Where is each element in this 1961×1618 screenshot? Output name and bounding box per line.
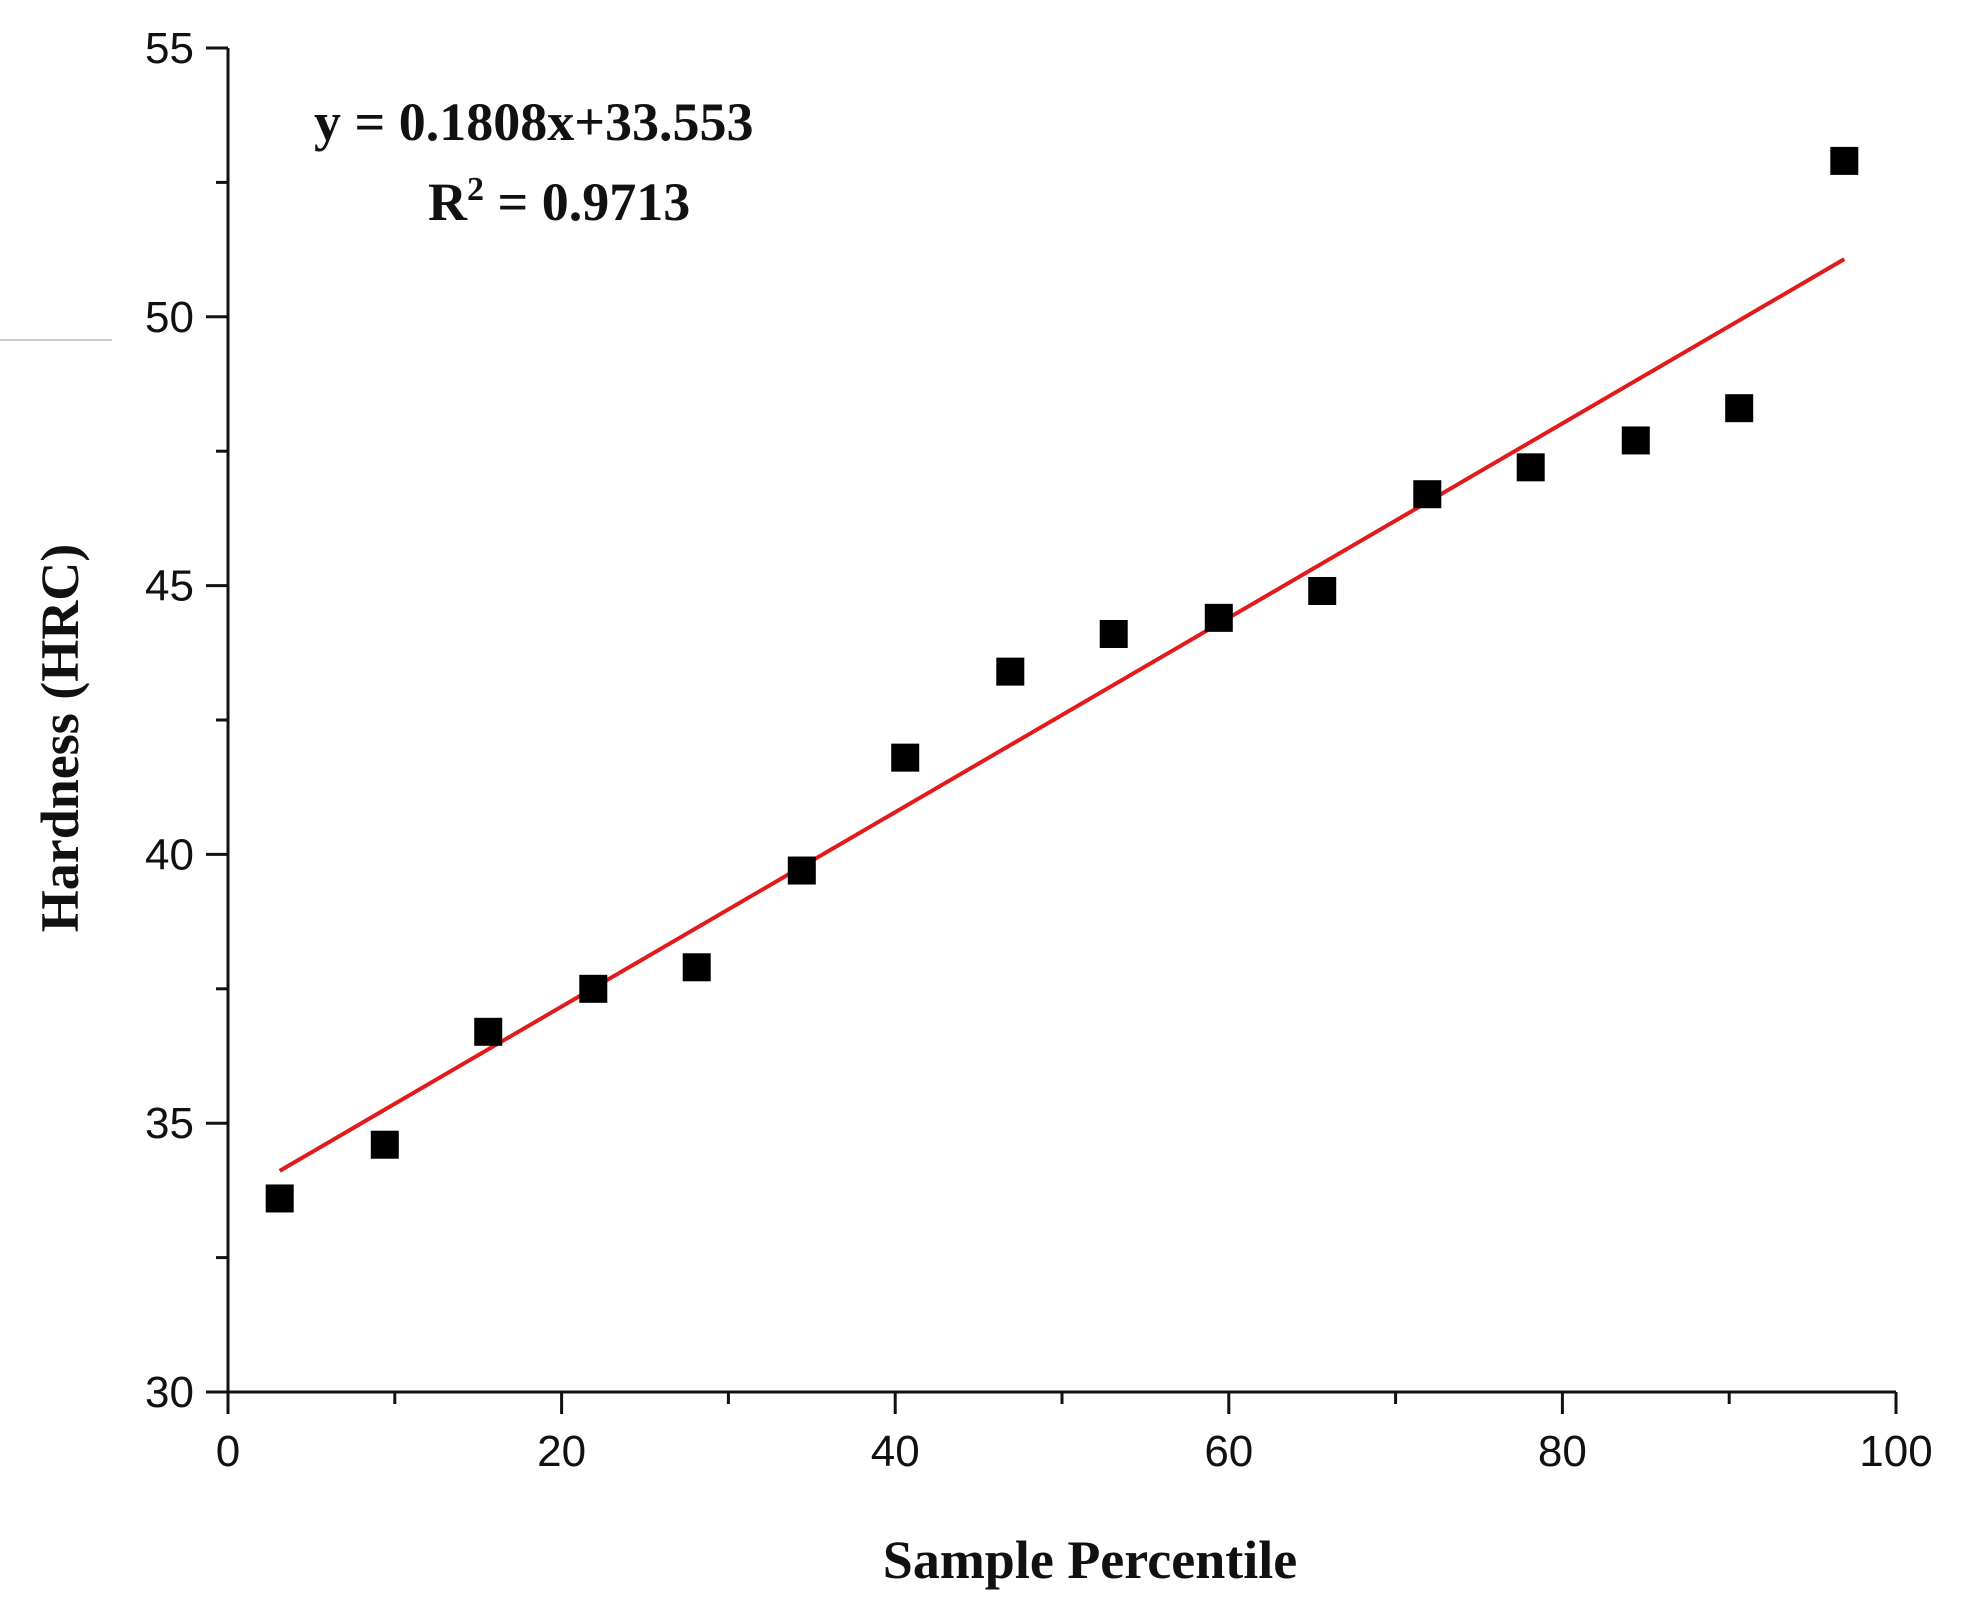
data-point — [1204, 603, 1233, 632]
data-point — [682, 953, 711, 982]
axes: 30 35 40 45 50 55 0 20 40 60 80 100 — [145, 24, 1933, 1476]
r-squared-value: = 0.9713 — [484, 172, 690, 232]
data-point — [787, 856, 816, 885]
x-tick-label: 100 — [1859, 1427, 1932, 1476]
y-tick-label: 50 — [145, 293, 194, 342]
y-tick-label: 55 — [145, 24, 194, 73]
y-tick-label: 45 — [145, 562, 194, 611]
data-point — [370, 1130, 399, 1159]
data-point — [1308, 576, 1337, 605]
data-point — [1830, 146, 1859, 175]
data-point — [1099, 619, 1128, 648]
r-squared-annotation: R2 = 0.9713 — [428, 171, 690, 232]
r-squared-superscript: 2 — [467, 171, 484, 208]
data-point — [1516, 453, 1545, 482]
data-point — [1725, 394, 1754, 423]
y-tick-label: 35 — [145, 1099, 194, 1148]
data-point — [474, 1017, 503, 1046]
fit-layer — [278, 257, 1846, 1173]
y-tick-label: 40 — [145, 830, 194, 879]
x-tick-label: 80 — [1538, 1427, 1587, 1476]
x-tick-label: 40 — [871, 1427, 920, 1476]
data-point — [579, 974, 608, 1003]
x-tick-label: 20 — [537, 1427, 586, 1476]
fit-line — [278, 257, 1846, 1173]
data-point — [1413, 480, 1442, 509]
r-squared-prefix: R — [428, 172, 468, 232]
y-tick-label: 30 — [145, 1368, 194, 1417]
data-point — [996, 657, 1025, 686]
data-point — [1621, 426, 1650, 455]
points-layer — [265, 146, 1859, 1213]
data-point — [891, 743, 920, 772]
data-point — [265, 1184, 294, 1213]
x-tick-label: 0 — [216, 1427, 240, 1476]
x-axis-title: Sample Percentile — [883, 1530, 1297, 1590]
equation-annotation: y = 0.1808x+33.553 — [314, 92, 754, 152]
x-tick-label: 60 — [1204, 1427, 1253, 1476]
y-axis-title: Hardness (HRC) — [30, 544, 90, 933]
